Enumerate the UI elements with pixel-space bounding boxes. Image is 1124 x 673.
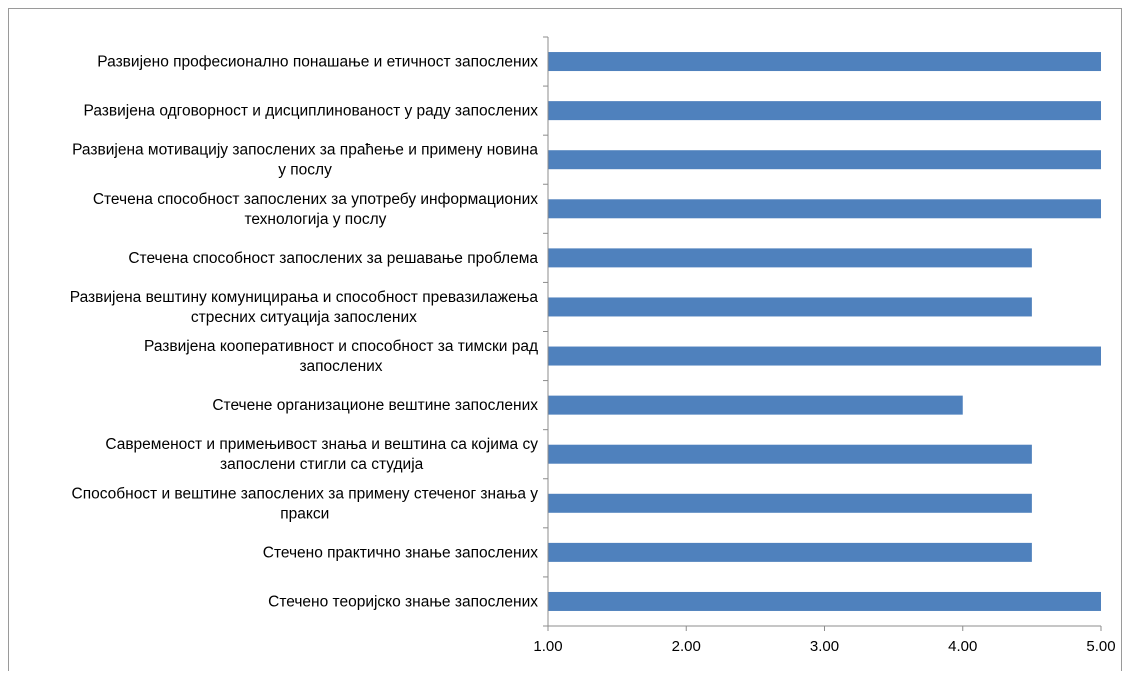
chart-frame: Развијено професионално понашање и етичн… (8, 8, 1122, 671)
category-label: Стечено практично знање запослених (263, 544, 538, 561)
bar (548, 542, 1032, 562)
category-label: запослених (299, 358, 382, 375)
category-label: Развијена одговорност и дисциплинованост… (84, 103, 539, 120)
x-tick-label: 2.00 (672, 638, 701, 655)
axes-layer (543, 36, 1102, 631)
category-label: пракси (280, 505, 329, 522)
category-label: Стечено теоријско знање запослених (268, 593, 538, 610)
category-label: Развијено професионално понашање и етичн… (97, 54, 538, 71)
category-label: Стечена способност запослених за решавањ… (128, 250, 538, 267)
bar (548, 248, 1032, 268)
category-label: стресних ситуација запослених (191, 309, 417, 326)
bar (548, 199, 1101, 219)
bar (548, 591, 1101, 611)
category-label: Развијена мотивацију запослених за праће… (72, 142, 538, 159)
category-labels: Развијено професионално понашање и етичн… (70, 54, 539, 611)
category-label: у послу (278, 162, 332, 179)
category-label: запослени стигли са студија (220, 456, 424, 473)
bar (548, 297, 1032, 317)
bar (548, 52, 1101, 72)
bar (548, 101, 1101, 121)
category-label: Стечена способност запослених за употреб… (93, 191, 538, 208)
category-label: технологија у послу (244, 211, 386, 228)
bar (548, 346, 1101, 366)
bar (548, 395, 963, 415)
bars-layer (548, 52, 1101, 611)
category-label: Савременост и примењивост знања и вештин… (105, 436, 538, 453)
x-tick-label: 5.00 (1086, 638, 1115, 655)
bar (548, 493, 1032, 513)
x-tick-label: 3.00 (810, 638, 839, 655)
category-label: Стечене организационе вештине запослених (212, 397, 538, 414)
x-tick-label: 4.00 (948, 638, 977, 655)
category-label: Способност и вештине запослених за приме… (72, 485, 539, 502)
bar (548, 444, 1032, 464)
x-tick-label: 1.00 (533, 638, 562, 655)
category-label: Развијена кооперативност и способност за… (144, 338, 538, 355)
bar (548, 150, 1101, 170)
bar-chart: Развијено професионално понашање и етичн… (70, 36, 1116, 655)
x-axis-tick-labels: 1.00 2.00 3.00 4.00 5.00 (533, 638, 1115, 655)
category-label: Развијена вештину комуницирања и способн… (70, 289, 539, 306)
